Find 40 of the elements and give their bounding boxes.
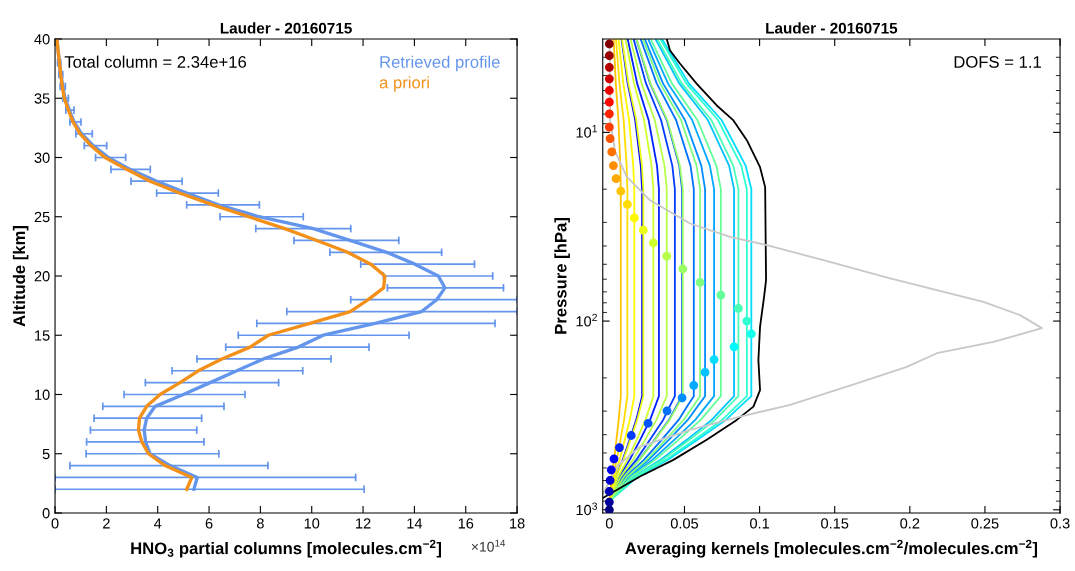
y-axis-title: Pressure [hPa] bbox=[554, 218, 570, 334]
x-tick-label: 18 bbox=[510, 518, 525, 529]
x-tick-label: 0 bbox=[605, 518, 613, 529]
x-tick-label: 6 bbox=[205, 518, 213, 529]
x-tick-label: 0.25 bbox=[971, 518, 999, 529]
y-tick-label: 20 bbox=[34, 271, 50, 282]
y-tick-label: 5 bbox=[42, 448, 50, 460]
x-tick-label: 10 bbox=[304, 518, 320, 529]
x-tick-label: 0 bbox=[51, 518, 59, 529]
x-axis-title: HNO$_{3}$ partial columns [molecules.cm$^{−2}$] bbox=[131, 539, 441, 558]
x-tick-label: 0.2 bbox=[900, 518, 920, 529]
x-tick-label: 0.15 bbox=[821, 518, 849, 529]
x-tick-label: 12 bbox=[356, 518, 371, 529]
x-tick-label: 16 bbox=[458, 518, 474, 529]
chart-title: Lauder - 20160715 bbox=[766, 22, 898, 34]
annotation: Total column = 2.34e+16 bbox=[64, 55, 247, 68]
y-tick-label: 10$^{1}$ bbox=[576, 125, 597, 138]
y-tick-label: 25 bbox=[34, 211, 50, 223]
y-tick-label: 30 bbox=[34, 152, 50, 163]
x-tick-label: 4 bbox=[153, 518, 162, 529]
x-tick-label: 14 bbox=[407, 518, 423, 529]
annotation: DOFS = 1.1 bbox=[954, 56, 1041, 68]
y-axis-title: Altitude [km] bbox=[12, 226, 29, 327]
y-tick-label: 0 bbox=[42, 508, 50, 519]
x-tick-label: 2 bbox=[103, 518, 110, 529]
x-tick-label: 0.05 bbox=[670, 518, 699, 529]
x-tick-label: 0.1 bbox=[750, 518, 770, 529]
text: ×10$^{14}$ bbox=[471, 539, 506, 552]
y-tick-label: 10 bbox=[35, 389, 50, 400]
x-tick-label: 8 bbox=[256, 518, 264, 529]
chart-title: Lauder - 20160715 bbox=[220, 22, 352, 34]
y-tick-label: 35 bbox=[34, 93, 50, 104]
x-axis-title: Averaging kernels [molecules.cm$^{−2}$/molecules.cm$^{−2}$] bbox=[625, 539, 1038, 558]
y-tick-label: 40 bbox=[34, 34, 50, 45]
text: Retrieved profile bbox=[380, 55, 500, 72]
x-tick-label: 0.3 bbox=[1050, 518, 1070, 529]
y-tick-label: 15 bbox=[35, 330, 50, 341]
y-tick-label: 10$^{2}$ bbox=[576, 313, 597, 327]
y-tick-label: 10$^{3}$ bbox=[576, 502, 598, 516]
text: a priori bbox=[379, 76, 429, 92]
